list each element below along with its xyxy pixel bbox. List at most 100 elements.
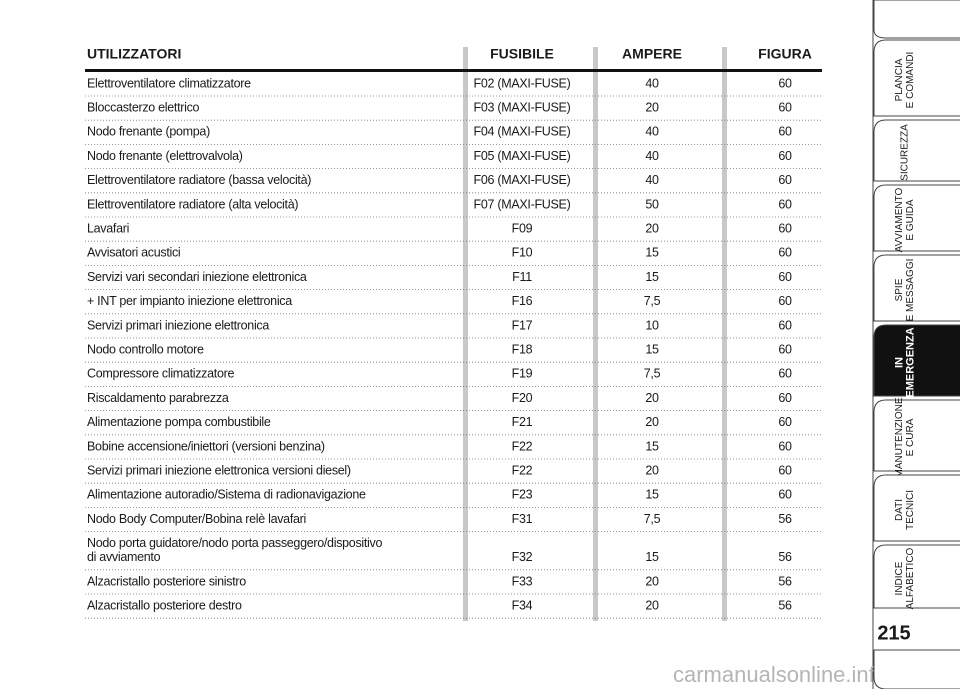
sidebar-tab-label: SPIE xyxy=(894,278,905,301)
sidebar-tab-label: DATI xyxy=(894,499,905,521)
cell: 40 xyxy=(645,173,659,187)
sidebar-tab-label: AVVIAMENTO xyxy=(894,187,905,252)
cell: 60 xyxy=(778,488,792,502)
cell: F33 xyxy=(512,574,533,588)
cell: 60 xyxy=(778,318,792,332)
cell: F03 (MAXI-FUSE) xyxy=(474,100,571,114)
cell: 60 xyxy=(778,439,792,453)
cell: 20 xyxy=(645,463,659,477)
column-header: UTILIZZATORI xyxy=(87,46,181,62)
sidebar-tab-label: E CURA xyxy=(905,418,916,456)
sidebar-tab-label: PLANCIA xyxy=(894,58,905,101)
cell: F18 xyxy=(512,342,533,356)
cell: Alimentazione pompa combustibile xyxy=(87,415,271,429)
cell: 20 xyxy=(645,574,659,588)
cell: F21 xyxy=(512,415,533,429)
cell: 60 xyxy=(778,100,792,114)
watermark: carmanualsonline.info xyxy=(673,662,887,687)
sidebar-tab-label: INDICE xyxy=(894,561,905,595)
cell: 40 xyxy=(645,76,659,90)
cell: Elettroventilatore radiatore (bassa velo… xyxy=(87,173,311,187)
cell: 56 xyxy=(778,550,792,564)
cell: F32 xyxy=(512,550,533,564)
cell: 56 xyxy=(778,512,792,526)
cell: F10 xyxy=(512,246,533,260)
cell: Alimentazione autoradio/Sistema di radio… xyxy=(87,488,366,502)
cell: 60 xyxy=(778,197,792,211)
cell: 60 xyxy=(778,367,792,381)
cell: 60 xyxy=(778,463,792,477)
cell: F06 (MAXI-FUSE) xyxy=(474,173,571,187)
cell: Servizi primari iniezione elettronica xyxy=(87,318,269,332)
cell: 7,5 xyxy=(644,512,661,526)
cell: 40 xyxy=(645,125,659,139)
cell: 10 xyxy=(645,318,659,332)
cell: 20 xyxy=(645,415,659,429)
cell: 15 xyxy=(645,342,659,356)
cell: Nodo Body Computer/Bobina relè lavafari xyxy=(87,512,306,526)
sidebar-tab-label: MANUTENZIONE xyxy=(894,397,905,477)
cell: 60 xyxy=(778,270,792,284)
sidebar-tab-label: E GUIDA xyxy=(905,199,916,240)
cell: Servizi primari iniezione elettronica ve… xyxy=(87,463,351,477)
sidebar-bottom xyxy=(873,649,960,689)
cell: Elettroventilatore climatizzatore xyxy=(87,76,251,90)
column-separator xyxy=(722,47,727,621)
cell: F34 xyxy=(512,598,533,612)
cell: 60 xyxy=(778,246,792,260)
cell: F19 xyxy=(512,367,533,381)
cell: F09 xyxy=(512,221,533,235)
cell: 56 xyxy=(778,598,792,612)
cell: F17 xyxy=(512,318,533,332)
cell: Lavafari xyxy=(87,221,129,235)
cell: Nodo controllo motore xyxy=(87,342,204,356)
cell: 15 xyxy=(645,488,659,502)
cell: 40 xyxy=(645,149,659,163)
sidebar-tab xyxy=(873,474,960,542)
cell: Servizi vari secondari iniezione elettro… xyxy=(87,270,307,284)
cell: 60 xyxy=(778,149,792,163)
cell: di avviamento xyxy=(87,550,161,564)
sidebar-tab xyxy=(873,544,960,609)
sidebar-top xyxy=(873,0,960,39)
cell: Avvisatori acustici xyxy=(87,246,180,260)
cell: Alzacristallo posteriore sinistro xyxy=(87,574,246,588)
cell: F31 xyxy=(512,512,533,526)
cell: F22 xyxy=(512,463,533,477)
sidebar-tab xyxy=(873,39,960,117)
cell: F04 (MAXI-FUSE) xyxy=(474,125,571,139)
sidebar-tab-label: EMERGENZA xyxy=(904,327,916,397)
sidebar-tab xyxy=(873,119,960,182)
sidebar-tab-label: SICUREZZA xyxy=(900,124,911,181)
cell: Nodo porta guidatore/nodo porta passegge… xyxy=(87,536,382,550)
cell: Riscaldamento parabrezza xyxy=(87,391,229,405)
cell: 56 xyxy=(778,574,792,588)
cell: 60 xyxy=(778,76,792,90)
sidebar-tab-label: ALFABETICO xyxy=(905,547,916,609)
cell: + INT per impianto iniezione elettronica xyxy=(87,294,292,308)
sidebar-tab xyxy=(873,399,960,472)
cell: 20 xyxy=(645,100,659,114)
page-number-box xyxy=(874,618,914,648)
cell: 60 xyxy=(778,342,792,356)
cell: 15 xyxy=(645,550,659,564)
sidebar-tab xyxy=(873,324,960,397)
page-number: 215 xyxy=(877,622,910,644)
cell: 15 xyxy=(645,246,659,260)
cell: 60 xyxy=(778,391,792,405)
cell: F11 xyxy=(512,270,532,284)
sidebar-tab xyxy=(873,254,960,322)
cell: F05 (MAXI-FUSE) xyxy=(474,149,571,163)
cell: 15 xyxy=(645,270,659,284)
cell: F16 xyxy=(512,294,533,308)
cell: F22 xyxy=(512,439,533,453)
column-header: FIGURA xyxy=(758,46,812,62)
cell: Bobine accensione/iniettori (versioni be… xyxy=(87,439,325,453)
cell: F07 (MAXI-FUSE) xyxy=(474,197,571,211)
cell: 60 xyxy=(778,173,792,187)
cell: 60 xyxy=(778,415,792,429)
sidebar-tab-label: E COMANDI xyxy=(905,52,916,109)
sidebar-tab-label: TECNICI xyxy=(905,490,916,530)
sidebar-tab-label: IN xyxy=(893,357,905,368)
